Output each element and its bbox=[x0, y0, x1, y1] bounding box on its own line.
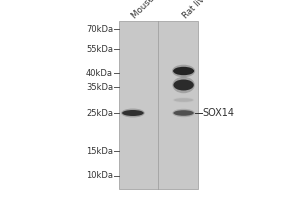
Text: Mouse brain: Mouse brain bbox=[130, 0, 174, 20]
Ellipse shape bbox=[174, 98, 194, 102]
Text: 40kDa: 40kDa bbox=[86, 68, 113, 77]
Ellipse shape bbox=[172, 65, 195, 77]
Ellipse shape bbox=[121, 108, 145, 117]
Text: SOX14: SOX14 bbox=[202, 108, 235, 118]
Ellipse shape bbox=[173, 67, 194, 75]
Text: 15kDa: 15kDa bbox=[86, 146, 113, 156]
Ellipse shape bbox=[172, 109, 195, 117]
Text: Rat liver: Rat liver bbox=[181, 0, 212, 20]
Text: 70kDa: 70kDa bbox=[86, 24, 113, 33]
Ellipse shape bbox=[172, 77, 195, 93]
Text: 55kDa: 55kDa bbox=[86, 45, 113, 53]
Bar bbox=[118, 21, 198, 189]
Ellipse shape bbox=[173, 110, 194, 116]
Ellipse shape bbox=[122, 110, 144, 116]
Text: 10kDa: 10kDa bbox=[86, 171, 113, 180]
Ellipse shape bbox=[173, 97, 194, 103]
Text: 25kDa: 25kDa bbox=[86, 108, 113, 117]
Ellipse shape bbox=[173, 80, 194, 90]
Text: 35kDa: 35kDa bbox=[86, 83, 113, 92]
